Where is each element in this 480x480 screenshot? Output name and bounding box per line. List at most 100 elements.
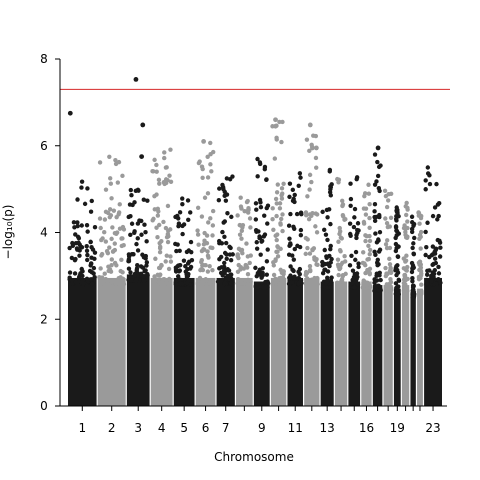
- snp-point: [308, 268, 313, 274]
- snp-point: [222, 193, 227, 199]
- snp-point: [289, 280, 295, 285]
- snp-point: [265, 221, 270, 226]
- snp-point: [361, 219, 367, 225]
- snp-point: [153, 256, 158, 261]
- snp-point: [280, 191, 285, 196]
- snp-point: [72, 271, 78, 276]
- snp-point: [287, 181, 293, 186]
- snp-point: [274, 201, 279, 206]
- chromosome-19-points: [393, 288, 401, 406]
- snp-point: [126, 214, 131, 220]
- snp-point: [328, 193, 333, 198]
- snp-point: [157, 181, 162, 186]
- snp-point: [162, 155, 167, 161]
- snp-point: [377, 229, 383, 235]
- snp-point: [274, 213, 279, 219]
- snp-point: [186, 217, 191, 222]
- snp-point: [363, 212, 369, 217]
- snp-point: [436, 264, 441, 270]
- snp-point: [290, 267, 295, 272]
- snp-point: [430, 244, 436, 249]
- snp-point: [328, 285, 334, 290]
- snp-point: [387, 245, 393, 251]
- snp-point: [348, 181, 353, 186]
- snp-point: [388, 191, 394, 196]
- snp-point: [238, 223, 243, 228]
- snp-point: [92, 225, 98, 230]
- snp-point: [423, 187, 428, 192]
- snp-point: [393, 248, 399, 254]
- snp-point: [134, 241, 139, 247]
- snp-point: [350, 277, 355, 283]
- snp-point: [92, 274, 97, 280]
- chromosome-14-points: [334, 281, 348, 406]
- snp-point: [437, 254, 443, 259]
- snp-point: [410, 275, 415, 281]
- snp-point: [367, 238, 373, 244]
- snp-point: [297, 171, 303, 176]
- snp-point: [152, 281, 158, 287]
- snp-point: [340, 213, 346, 218]
- snp-point: [287, 194, 292, 200]
- snp-point: [76, 274, 82, 280]
- snp-point: [393, 281, 399, 286]
- snp-point: [136, 188, 141, 193]
- snp-point: [180, 223, 185, 229]
- snp-point: [303, 251, 308, 257]
- snp-point: [305, 281, 310, 287]
- snp-point: [202, 195, 208, 200]
- snp-point: [279, 216, 284, 222]
- snp-point: [363, 238, 368, 244]
- snp-point: [394, 287, 399, 292]
- snp-point: [88, 209, 94, 214]
- snp-point: [336, 264, 341, 269]
- snp-point: [273, 196, 279, 202]
- snp-point: [184, 249, 190, 255]
- snp-point: [91, 265, 97, 271]
- snp-point: [245, 254, 251, 259]
- snp-point: [342, 254, 347, 259]
- snp-point: [188, 266, 193, 271]
- snp-point: [152, 193, 157, 199]
- snp-point: [329, 256, 334, 262]
- snp-point: [155, 206, 161, 212]
- snp-point: [210, 208, 216, 214]
- snp-point: [375, 173, 381, 179]
- snp-point: [205, 154, 210, 160]
- snp-point: [352, 285, 357, 290]
- snp-point: [404, 200, 409, 206]
- snp-point: [156, 177, 162, 183]
- snp-point: [205, 191, 211, 196]
- snp-point: [337, 247, 343, 253]
- snp-point: [385, 224, 391, 230]
- snp-point: [349, 253, 354, 259]
- snp-point: [277, 206, 283, 211]
- snp-point: [235, 269, 241, 275]
- snp-point: [367, 270, 372, 276]
- snp-point: [294, 211, 300, 217]
- snp-point: [288, 264, 293, 269]
- snp-point: [303, 270, 309, 275]
- snp-point: [372, 209, 377, 214]
- snp-point: [372, 214, 377, 220]
- snp-point: [67, 245, 72, 251]
- snp-point: [220, 182, 225, 188]
- snp-point: [73, 279, 79, 285]
- snp-point: [113, 281, 119, 287]
- snp-point: [109, 196, 114, 201]
- snp-point: [108, 269, 114, 274]
- snp-point: [366, 182, 371, 187]
- snp-point: [419, 282, 424, 287]
- snp-point: [181, 258, 187, 263]
- snp-point: [270, 282, 275, 287]
- snp-point: [384, 204, 390, 210]
- snp-point: [225, 211, 230, 216]
- chromosome-7-points: [216, 277, 235, 406]
- snp-point: [372, 249, 377, 255]
- snp-point: [328, 278, 334, 283]
- snp-point: [328, 246, 333, 252]
- snp-point: [72, 257, 78, 263]
- snp-point: [286, 223, 292, 228]
- snp-point: [270, 217, 275, 222]
- snp-point: [139, 232, 144, 237]
